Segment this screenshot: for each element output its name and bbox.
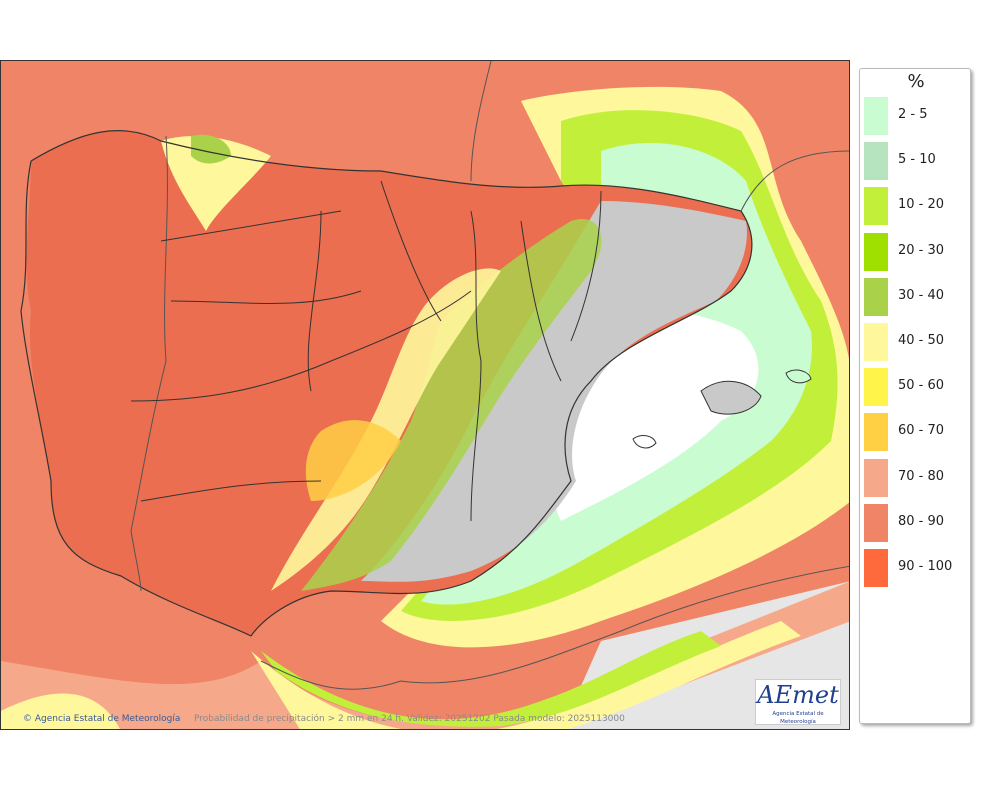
legend-item: 80 - 90 <box>864 500 968 542</box>
band-10-20-south <box>261 631 721 727</box>
map-canvas <box>1 61 849 729</box>
portugal-border <box>130 135 168 592</box>
band-40-50-north <box>161 136 271 231</box>
legend-item: 90 - 100 <box>864 545 968 587</box>
legend-swatch <box>864 97 888 135</box>
menorca <box>785 369 812 384</box>
legend-panel: % 2 - 5 5 - 10 10 - 20 20 - 30 30 - 40 40 - 5… <box>859 68 971 724</box>
copyright-notice: © Agencia Estatal de Meteorología <box>23 714 180 724</box>
copyright-text: Agencia Estatal de Meteorología <box>34 714 181 724</box>
atlantic-coastline <box>20 160 252 637</box>
legend-label: 30 - 40 <box>898 287 945 303</box>
france-mediterranean-coast <box>740 150 849 212</box>
legend-swatch <box>864 549 888 587</box>
africa-coast <box>260 565 849 690</box>
legend-swatch <box>864 142 888 181</box>
aemet-logo: AEmet Agencia Estatal de Meteorología <box>755 679 841 725</box>
mallorca <box>700 380 762 415</box>
legend-item: 10 - 20 <box>864 183 968 226</box>
legend-label: 80 - 90 <box>898 513 945 529</box>
band-30-40-land <box>301 219 602 591</box>
coastline <box>30 130 753 637</box>
copyright-icon: © <box>23 714 32 724</box>
map-caption: Probabilidad de precipitación > 2 mm en … <box>194 714 625 724</box>
legend-label: 2 - 5 <box>898 107 928 122</box>
legend-label: 50 - 60 <box>898 378 945 394</box>
legend-item: 5 - 10 <box>864 138 968 181</box>
ibiza <box>632 435 657 449</box>
legend-title: % <box>907 71 925 92</box>
legend-label: 5 - 10 <box>898 152 936 168</box>
france-coast <box>470 61 492 182</box>
legend-swatch <box>864 323 888 361</box>
legend-item: 70 - 80 <box>864 455 968 497</box>
legend-item: 60 - 70 <box>864 409 968 452</box>
legend-label: 90 - 100 <box>898 559 953 574</box>
legend-label: 40 - 50 <box>898 333 945 348</box>
legend-swatch <box>864 503 888 542</box>
legend-label: 60 - 70 <box>898 423 945 439</box>
band-60-70-central <box>305 420 401 501</box>
regional-borders <box>130 180 602 522</box>
legend-item: 40 - 50 <box>864 319 968 361</box>
legend-label: 10 - 20 <box>898 197 945 213</box>
legend-item: 2 - 5 <box>864 93 968 135</box>
legend-swatch <box>864 458 888 497</box>
legend-item: 20 - 30 <box>864 229 968 271</box>
legend-label: 20 - 30 <box>898 242 945 258</box>
legend-swatch <box>864 232 888 271</box>
legend-label: 70 - 80 <box>898 468 945 484</box>
legend-swatch <box>864 277 888 316</box>
legend-swatch <box>864 187 888 226</box>
aemet-logo-text: Agencia Estatal de Meteorología <box>772 711 824 725</box>
band-30-40-north <box>191 134 231 164</box>
legend-item: 30 - 40 <box>864 274 968 316</box>
legend-swatch <box>864 368 888 407</box>
band-40-50-southwest <box>1 693 120 729</box>
precipitation-probability-map: © Agencia Estatal de Meteorología Probab… <box>0 60 850 730</box>
band-40-50-south <box>251 621 801 729</box>
legend-swatch <box>864 413 888 452</box>
legend-item: 50 - 60 <box>864 364 968 407</box>
east-interior-relief <box>361 201 747 582</box>
aemet-logo-mark: AEmet <box>757 681 839 709</box>
